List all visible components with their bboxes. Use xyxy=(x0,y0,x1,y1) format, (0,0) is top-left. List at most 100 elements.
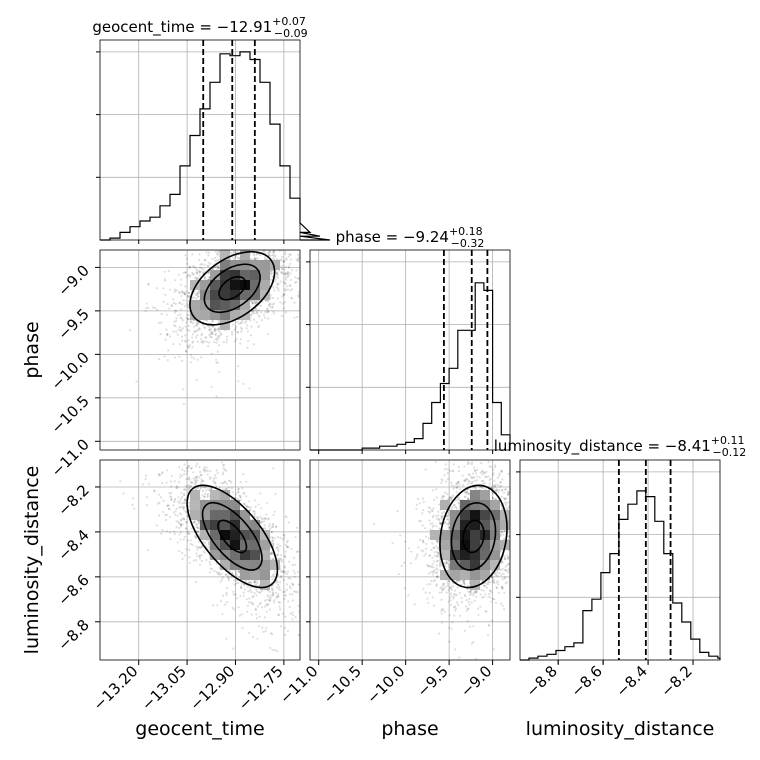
sample-point xyxy=(189,485,192,488)
sample-point xyxy=(233,583,236,586)
sample-point xyxy=(173,480,176,483)
sample-point xyxy=(277,282,280,285)
sample-point xyxy=(135,380,138,383)
sample-point xyxy=(184,334,187,337)
sample-point xyxy=(291,563,294,567)
sample-point xyxy=(272,302,276,305)
sample-point xyxy=(275,595,278,598)
sample-point xyxy=(271,524,274,527)
sample-point xyxy=(240,613,243,616)
sample-point xyxy=(266,333,269,336)
sample-point xyxy=(187,501,191,504)
sample-point xyxy=(209,331,213,334)
sample-point xyxy=(272,525,275,529)
sample-point xyxy=(189,344,192,347)
sample-point xyxy=(264,517,267,520)
sample-point xyxy=(216,267,219,270)
sample-point xyxy=(207,543,210,546)
sample-point xyxy=(172,343,175,346)
sample-point xyxy=(178,326,181,329)
sample-point xyxy=(203,259,206,262)
sample-point xyxy=(187,274,190,277)
sample-point xyxy=(276,546,279,549)
sample-point xyxy=(289,284,292,287)
sample-point xyxy=(254,301,257,305)
sample-point xyxy=(285,285,288,288)
sample-point xyxy=(239,322,242,325)
sample-point xyxy=(253,300,256,303)
sample-point xyxy=(215,259,219,262)
sample-point xyxy=(271,257,274,260)
sample-point xyxy=(169,288,172,291)
sample-point xyxy=(195,477,198,480)
sample-point xyxy=(240,321,243,324)
sample-point xyxy=(211,568,214,571)
sample-point xyxy=(283,260,286,263)
sample-point xyxy=(296,315,299,319)
sample-point xyxy=(199,337,203,341)
sample-point xyxy=(216,350,219,353)
sample-point xyxy=(270,530,273,533)
sample-point xyxy=(242,594,245,597)
sample-point xyxy=(268,253,271,256)
sample-point xyxy=(191,273,194,276)
sample-point xyxy=(192,322,195,325)
sample-point xyxy=(213,570,216,573)
sample-point xyxy=(237,488,240,491)
sample-point xyxy=(220,333,223,336)
sample-point xyxy=(240,330,243,333)
sample-point xyxy=(203,270,206,273)
sample-point xyxy=(185,527,188,530)
sample-point xyxy=(194,481,197,484)
sample-point xyxy=(283,293,286,296)
sample-point xyxy=(166,359,169,362)
sample-point xyxy=(219,332,222,335)
sample-point xyxy=(296,570,299,573)
sample-point xyxy=(158,474,161,477)
sample-point xyxy=(179,506,182,509)
sample-point xyxy=(276,282,279,285)
sample-point xyxy=(222,341,225,344)
sample-point xyxy=(296,277,299,280)
sample-point xyxy=(192,471,195,474)
sample-point xyxy=(180,518,183,521)
sample-point xyxy=(283,598,286,601)
sample-point xyxy=(253,581,256,584)
sample-point xyxy=(122,492,125,495)
sample-point xyxy=(272,286,275,289)
sample-point xyxy=(202,485,206,488)
sample-point xyxy=(168,515,171,519)
sample-point xyxy=(201,489,205,493)
sample-point xyxy=(253,257,256,260)
sample-point xyxy=(240,582,243,585)
sample-point xyxy=(271,589,274,592)
sample-point xyxy=(144,310,147,313)
sample-point xyxy=(180,294,183,298)
sample-point xyxy=(274,277,277,280)
sample-point xyxy=(271,593,274,596)
sample-point xyxy=(257,309,260,312)
sample-point xyxy=(235,497,238,500)
sample-point xyxy=(285,594,288,597)
sample-point xyxy=(230,331,233,334)
sample-point xyxy=(287,600,290,603)
sample-point xyxy=(172,511,176,514)
sample-point xyxy=(178,526,181,530)
sample-point xyxy=(288,253,291,256)
sample-point xyxy=(284,271,287,274)
sample-point xyxy=(198,555,201,558)
sample-point xyxy=(257,625,261,628)
sample-point xyxy=(255,516,258,519)
sample-point xyxy=(280,271,283,274)
sample-point xyxy=(286,545,289,549)
sample-point xyxy=(270,632,273,635)
sample-point xyxy=(256,637,259,640)
sample-point xyxy=(266,308,269,311)
sample-point xyxy=(276,581,279,584)
sample-point xyxy=(199,488,202,491)
sample-point xyxy=(210,385,213,388)
sample-point xyxy=(244,321,247,324)
sample-point xyxy=(271,648,274,652)
sample-point xyxy=(227,577,230,580)
sample-point xyxy=(203,340,206,343)
